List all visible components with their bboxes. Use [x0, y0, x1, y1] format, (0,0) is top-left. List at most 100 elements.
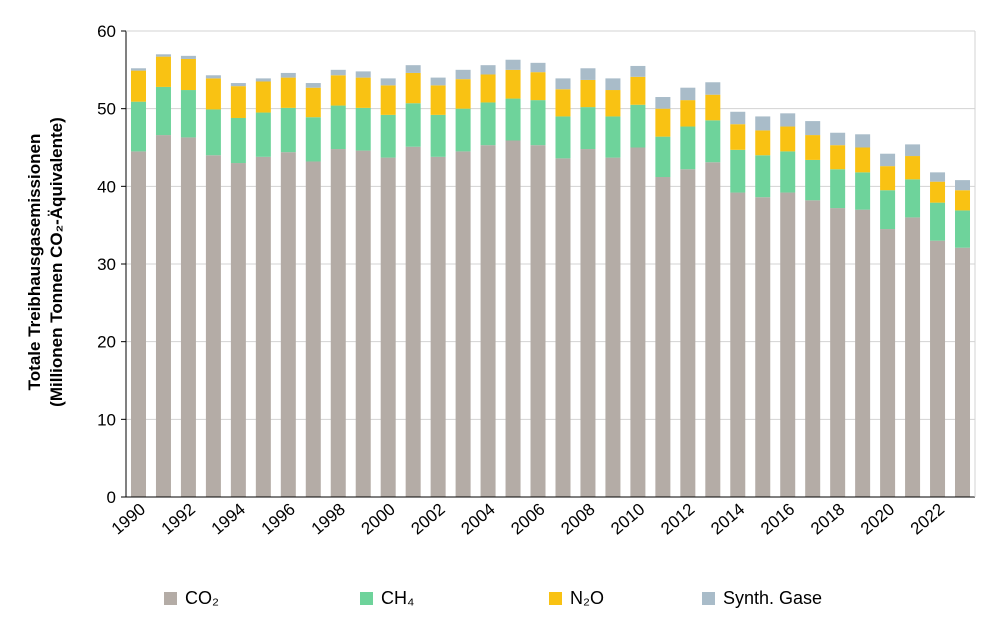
- x-tick-label: 1998: [308, 500, 349, 539]
- bar-segment-2008: [580, 68, 596, 80]
- bar-segment-2012: [680, 126, 696, 170]
- bar-segment-1994: [230, 117, 246, 164]
- x-tick-label: 2002: [407, 500, 448, 539]
- legend-item: Synth. Gase: [702, 588, 822, 609]
- legend: CO₂ CH₄ N₂O Synth. Gase: [0, 588, 1000, 620]
- x-tick-label: 2004: [457, 500, 498, 539]
- bar-segment-2016: [780, 151, 796, 193]
- bar-segment-2022: [930, 202, 946, 241]
- bar-segment-2003: [455, 108, 471, 152]
- legend-swatch: [549, 592, 562, 605]
- bar-segment-2019: [855, 209, 871, 497]
- bar-segment-1992: [180, 90, 196, 138]
- bar-segment-2008: [580, 79, 596, 108]
- bar-segment-2003: [455, 69, 471, 80]
- bar-segment-2019: [855, 147, 871, 173]
- bar-segment-1992: [180, 55, 196, 59]
- bar-segment-1993: [205, 109, 221, 156]
- bar-segment-1995: [255, 112, 271, 157]
- bar-segment-2017: [805, 135, 821, 160]
- bar-segment-2014: [730, 192, 746, 498]
- bar-segment-2006: [530, 62, 546, 73]
- bar-segment-2015: [755, 155, 771, 198]
- bar-segment-2007: [555, 158, 571, 497]
- bar-segment-1993: [205, 75, 221, 79]
- bar-segment-1997: [305, 117, 321, 162]
- bar-segment-1998: [330, 69, 346, 76]
- bar-segment-2003: [455, 79, 471, 109]
- bar-segment-2010: [630, 76, 646, 105]
- bar-segment-1994: [230, 163, 246, 497]
- bar-segment-2015: [755, 197, 771, 497]
- bar-segment-2013: [705, 82, 721, 95]
- legend-swatch: [702, 592, 715, 605]
- bar-segment-1994: [230, 86, 246, 118]
- bar-segment-2013: [705, 162, 721, 497]
- bars: [130, 54, 971, 498]
- bar-segment-1990: [130, 151, 146, 497]
- bar-segment-2000: [380, 85, 396, 115]
- bar-segment-2015: [755, 116, 771, 131]
- y-tick-label: 40: [97, 177, 116, 196]
- bar-segment-2008: [580, 149, 596, 498]
- y-tick-label: 0: [107, 488, 116, 507]
- bar-segment-2010: [630, 147, 646, 497]
- bar-segment-1997: [305, 161, 321, 498]
- bar-segment-2012: [680, 169, 696, 497]
- bar-segment-1995: [255, 81, 271, 113]
- bar-segment-2021: [905, 156, 921, 180]
- bar-segment-2013: [705, 120, 721, 163]
- legend-swatch: [360, 592, 373, 605]
- bar-segment-2001: [405, 72, 421, 104]
- bar-segment-1992: [180, 58, 196, 91]
- bar-segment-2005: [505, 140, 521, 497]
- bar-segment-2005: [505, 98, 521, 141]
- bar-segment-2019: [855, 134, 871, 148]
- bar-segment-2023: [955, 247, 971, 497]
- bar-segment-2002: [430, 156, 446, 497]
- gridlines: [121, 30, 975, 498]
- x-tick-label: 2012: [657, 500, 698, 539]
- x-tick-label: 2008: [557, 500, 598, 539]
- bar-segment-1997: [305, 87, 321, 118]
- bar-segment-1995: [255, 156, 271, 497]
- bar-segment-2000: [380, 157, 396, 497]
- bar-segment-1991: [155, 135, 171, 497]
- bar-segment-2001: [405, 103, 421, 147]
- bar-segment-2015: [755, 130, 771, 156]
- bar-segment-2006: [530, 100, 546, 146]
- y-tick-label: 20: [97, 333, 116, 352]
- bar-segment-2023: [955, 190, 971, 211]
- x-tick-label: 2018: [807, 500, 848, 539]
- x-tick-label: 2006: [507, 500, 548, 539]
- bar-segment-2009: [605, 157, 621, 497]
- bar-segment-2016: [780, 113, 796, 127]
- legend-label: N₂O: [570, 588, 604, 608]
- bar-segment-2009: [605, 78, 621, 91]
- bar-segment-2023: [955, 210, 971, 248]
- bar-segment-2017: [805, 159, 821, 201]
- y-axis-label-line1: Totale Treibhausgasemissionen: [25, 134, 44, 391]
- bar-segment-2022: [930, 172, 946, 182]
- bar-segment-2017: [805, 121, 821, 136]
- bar-segment-1990: [130, 68, 146, 71]
- bar-segment-2018: [830, 169, 846, 209]
- bar-segment-1996: [280, 72, 296, 78]
- bar-segment-2010: [630, 104, 646, 148]
- bar-segment-2005: [505, 59, 521, 70]
- bar-segment-1996: [280, 152, 296, 497]
- bar-segment-1995: [255, 78, 271, 82]
- bar-segment-2014: [730, 149, 746, 193]
- x-tick-label: 2022: [907, 500, 948, 539]
- bar-segment-2002: [430, 85, 446, 115]
- x-tick-label: 1996: [258, 500, 299, 539]
- legend-item: N₂O: [549, 588, 604, 609]
- bar-segment-1999: [355, 77, 371, 108]
- bar-segment-2008: [580, 107, 596, 150]
- bar-segment-2009: [605, 90, 621, 117]
- bar-segment-2007: [555, 89, 571, 117]
- bar-segment-2019: [855, 172, 871, 210]
- bar-segment-1991: [155, 56, 171, 87]
- bar-segment-2020: [880, 190, 896, 230]
